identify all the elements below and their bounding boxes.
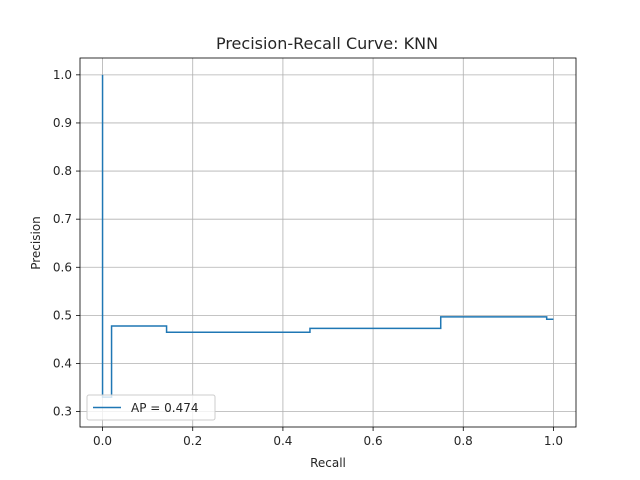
y-axis-ticks: 0.3 0.4 0.5 0.6 0.7 0.8 0.9 1.0: [53, 68, 80, 419]
legend: AP = 0.474: [86, 394, 216, 421]
y-axis-label: Precision: [29, 216, 43, 270]
y-tick-label: 0.8: [53, 164, 72, 178]
x-tick-label: 0.2: [183, 434, 202, 448]
plot-frame: [79, 57, 577, 428]
grid-lines: [80, 58, 576, 427]
legend-box: [86, 394, 216, 421]
y-tick-label: 0.6: [53, 260, 72, 274]
legend-entry-label: AP = 0.474: [131, 401, 198, 415]
x-tick-label: 0.6: [364, 434, 383, 448]
y-tick-label: 1.0: [53, 68, 72, 82]
y-tick-label: 0.9: [53, 116, 72, 130]
x-axis-ticks: 0.0 0.2 0.4 0.6 0.8 1.0: [93, 427, 563, 448]
x-axis-label: Recall: [310, 456, 346, 470]
x-tick-label: 0.8: [454, 434, 473, 448]
x-tick-label: 0.0: [93, 434, 112, 448]
y-tick-label: 0.5: [53, 308, 72, 322]
y-tick-label: 0.4: [53, 356, 72, 370]
chart-title: Precision-Recall Curve: KNN: [216, 34, 438, 53]
y-tick-label: 0.7: [53, 212, 72, 226]
x-tick-label: 1.0: [544, 434, 563, 448]
y-tick-label: 0.3: [53, 405, 72, 419]
x-tick-label: 0.4: [273, 434, 292, 448]
